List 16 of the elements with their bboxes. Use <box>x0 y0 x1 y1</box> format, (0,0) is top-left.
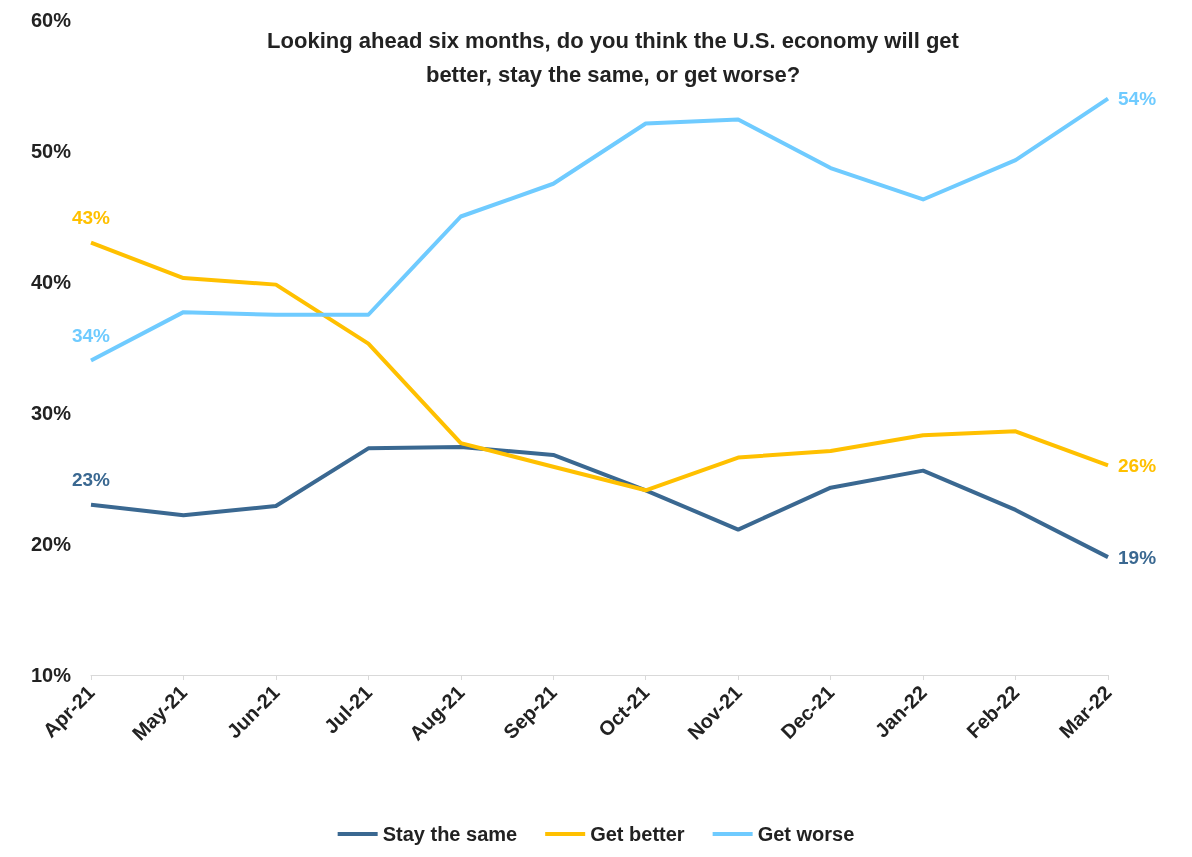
y-tick-label: 60% <box>30 9 72 31</box>
data-label: 34% <box>71 324 111 346</box>
legend-label: Stay the same <box>382 823 518 845</box>
legend-label: Get worse <box>757 823 855 845</box>
data-label: 23% <box>71 468 111 490</box>
data-label: 54% <box>1118 88 1157 110</box>
y-tick-label: 10% <box>30 664 72 686</box>
y-tick-label: 20% <box>30 533 72 555</box>
data-label: 26% <box>1118 454 1157 476</box>
data-label: 43% <box>71 206 111 228</box>
y-tick-label: 30% <box>30 402 72 424</box>
legend-label: Get better <box>590 823 685 845</box>
text: Looking ahead six months, do you think the U.S. economy will get better, stay the same, or get worse? <box>267 27 960 87</box>
y-tick-label: 40% <box>30 271 72 293</box>
y-tick-label: 50% <box>30 140 72 162</box>
data-label: 19% <box>1118 546 1157 568</box>
